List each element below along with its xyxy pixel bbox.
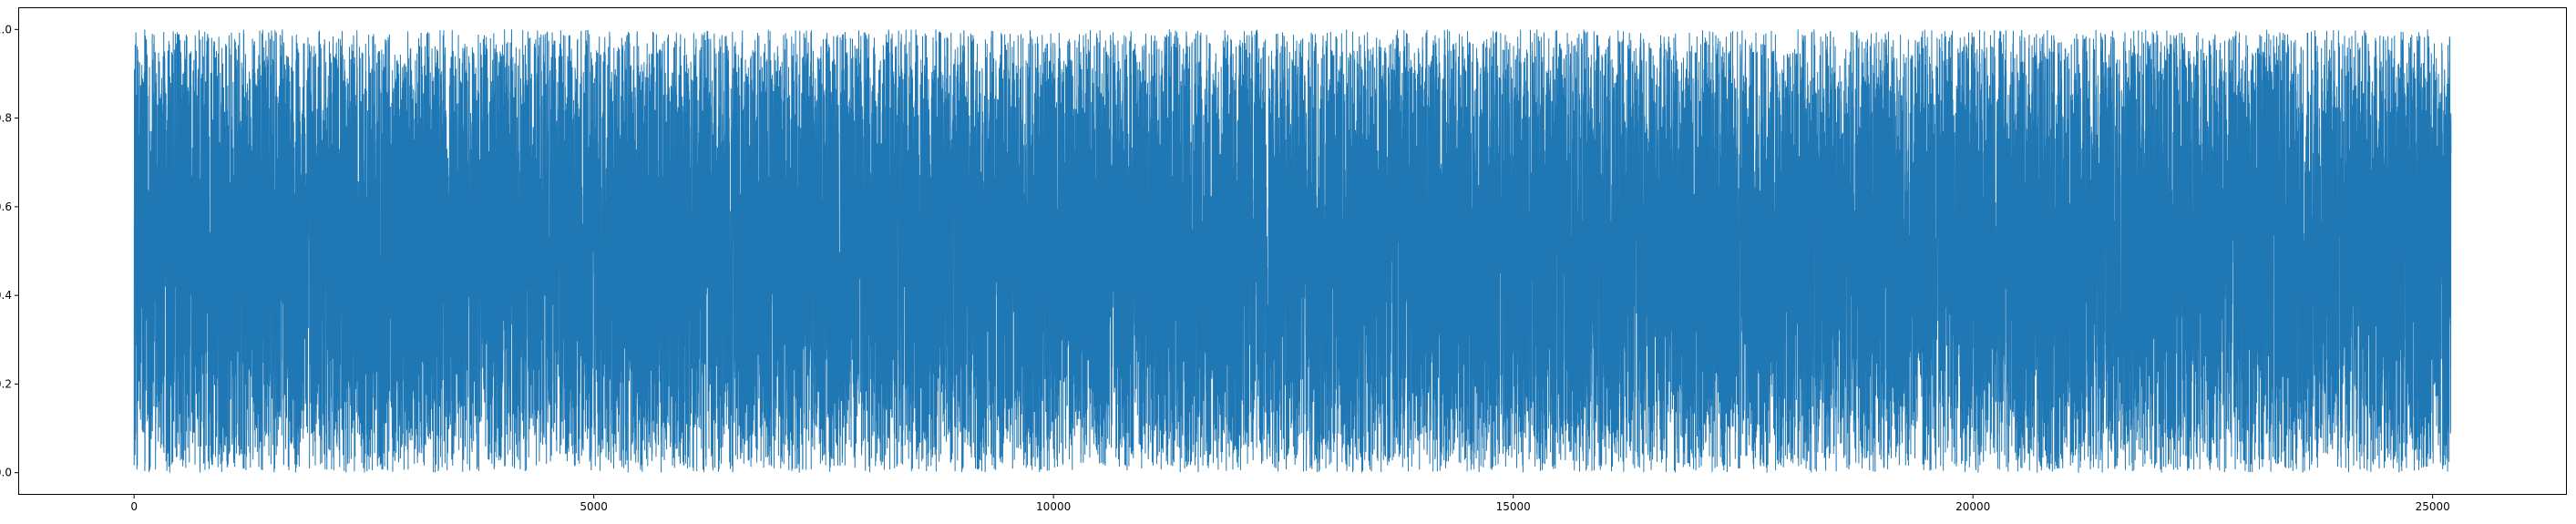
y-tick-label: 0.0	[0, 467, 12, 479]
x-tick-label: 5000	[580, 500, 608, 513]
y-tick-label: 0.2	[0, 377, 12, 390]
x-axis: 0 5000 10000 15000 20000 25000	[130, 495, 2450, 513]
x-tick-label: 25000	[2416, 500, 2450, 513]
x-tick-label: 20000	[1955, 500, 1990, 513]
y-tick-label: 1.0	[0, 23, 12, 36]
plot-frame	[18, 7, 2567, 495]
x-tick-label: 10000	[1036, 500, 1071, 513]
y-tick-label: 0.8	[0, 112, 12, 125]
y-tick-label: 0.6	[0, 200, 12, 213]
y-tick-label: 0.4	[0, 289, 12, 302]
series-line	[133, 29, 2452, 473]
x-tick-label: 0	[130, 500, 138, 513]
y-axis: 0.0 0.2 0.4 0.6 0.8 1.0	[0, 23, 18, 479]
series-group	[133, 29, 2452, 473]
x-tick-label: 15000	[1496, 500, 1531, 513]
